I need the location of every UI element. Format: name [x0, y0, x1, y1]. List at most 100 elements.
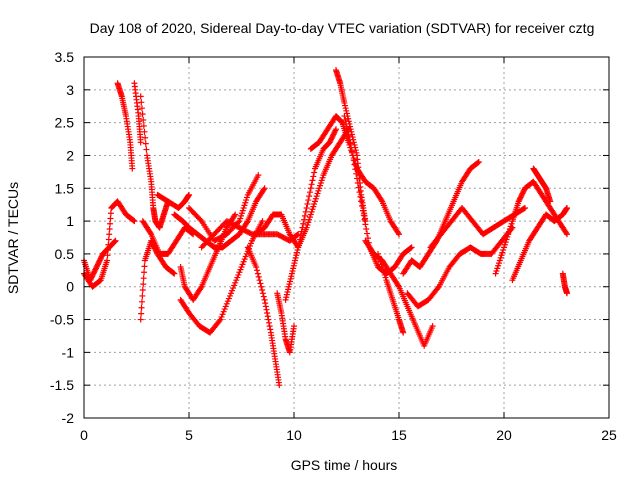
- data-point: [518, 193, 525, 200]
- data-point: [501, 244, 507, 251]
- data-point: [258, 283, 265, 290]
- data-point: [111, 238, 118, 245]
- data-point: [343, 124, 350, 131]
- data-point: [375, 253, 382, 260]
- data-point: [94, 261, 101, 268]
- data-point: [241, 256, 248, 263]
- data-point: [364, 230, 371, 237]
- data-point: [312, 195, 319, 202]
- data-point: [288, 273, 295, 280]
- data-point: [306, 193, 313, 200]
- data-point: [256, 277, 263, 284]
- data-point: [286, 281, 293, 288]
- x-tick-label: 25: [601, 427, 617, 443]
- data-point: [305, 197, 312, 204]
- data-point: [285, 286, 292, 293]
- series-arc-o: [253, 126, 352, 251]
- data-point: [309, 206, 316, 213]
- data-point: [356, 189, 363, 196]
- data-point: [563, 229, 570, 236]
- data-point: [138, 99, 145, 106]
- x-tick-label: 5: [185, 427, 193, 443]
- data-point: [354, 180, 361, 187]
- data-point: [247, 240, 254, 247]
- series-arc-k: [177, 211, 239, 303]
- data-point: [222, 303, 229, 310]
- data-point: [327, 138, 334, 145]
- data-point: [220, 308, 227, 315]
- data-point: [474, 159, 481, 166]
- data-point: [197, 285, 204, 292]
- y-tick-label: 2: [66, 147, 74, 163]
- data-point: [139, 111, 146, 118]
- data-point: [516, 195, 523, 202]
- data-point: [296, 240, 303, 247]
- data-point: [140, 117, 147, 124]
- data-point: [266, 319, 273, 326]
- data-point: [254, 270, 261, 277]
- y-tick-label: 0.5: [55, 246, 75, 262]
- data-point: [408, 244, 415, 251]
- data-point: [283, 294, 290, 301]
- data-point: [301, 212, 308, 219]
- series-arc-h: [154, 191, 192, 211]
- data-point: [475, 159, 482, 166]
- data-point: [129, 165, 136, 172]
- data-point: [299, 224, 306, 231]
- data-point: [347, 140, 354, 147]
- series-arc-p: [274, 290, 297, 356]
- data-point: [255, 172, 262, 179]
- data-point: [231, 212, 238, 219]
- y-tick-label: -0.5: [50, 312, 74, 328]
- data-point: [237, 215, 244, 222]
- data-point: [380, 269, 387, 276]
- data-point: [298, 228, 305, 235]
- data-point: [329, 134, 336, 141]
- data-point: [291, 260, 298, 267]
- data-point: [507, 223, 514, 230]
- data-point: [243, 197, 250, 204]
- data-point: [359, 207, 366, 214]
- data-point: [138, 310, 145, 317]
- x-tick-label: 15: [391, 427, 407, 443]
- data-point: [349, 152, 356, 159]
- data-point: [316, 185, 323, 192]
- data-point: [342, 102, 349, 109]
- data-point: [96, 258, 103, 265]
- series-arc-d: [131, 80, 144, 146]
- data-point: [237, 266, 244, 273]
- data-point: [97, 256, 104, 263]
- data-point: [223, 300, 230, 307]
- data-point: [295, 244, 302, 251]
- plot-frame: [83, 56, 610, 419]
- data-point: [262, 300, 269, 307]
- data-point: [308, 181, 315, 188]
- data-point: [259, 290, 266, 297]
- data-point: [344, 128, 351, 135]
- data-point: [259, 218, 266, 225]
- data-point: [429, 323, 436, 330]
- data-point: [170, 269, 177, 276]
- data-point: [139, 292, 146, 299]
- data-point: [547, 198, 554, 205]
- data-point: [138, 304, 145, 311]
- data-point: [311, 169, 318, 176]
- data-point: [253, 264, 260, 271]
- data-point: [141, 269, 148, 276]
- data-point: [500, 246, 507, 253]
- data-point: [265, 316, 272, 323]
- data-point: [236, 269, 243, 276]
- data-point: [89, 273, 96, 280]
- data-point: [317, 182, 324, 189]
- data-point: [312, 198, 318, 205]
- data-point: [294, 246, 301, 253]
- series-arc-l: [186, 172, 262, 244]
- series-arc-ab: [530, 165, 554, 205]
- data-point: [276, 382, 283, 389]
- data-point: [310, 203, 317, 210]
- data-point: [261, 185, 268, 192]
- data-point: [395, 282, 402, 289]
- data-point: [106, 225, 113, 232]
- data-point: [225, 295, 232, 302]
- data-point: [381, 271, 388, 278]
